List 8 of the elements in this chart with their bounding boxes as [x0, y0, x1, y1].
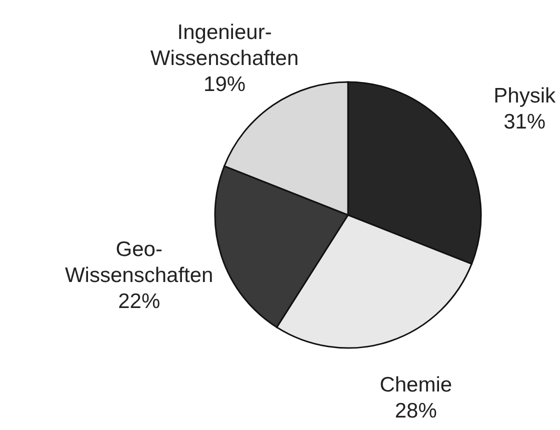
slice-label: Physik — [494, 84, 556, 108]
data-label: 31% — [504, 110, 546, 134]
data-label: 22% — [118, 290, 160, 314]
slice-label: Ingenieur- Wissenschaften — [150, 21, 299, 70]
data-label: 28% — [394, 400, 437, 423]
data-label: 19% — [204, 73, 246, 96]
slice-label: Chemie — [380, 374, 452, 397]
slice-label: Geo- Wissenschaften — [64, 238, 214, 288]
